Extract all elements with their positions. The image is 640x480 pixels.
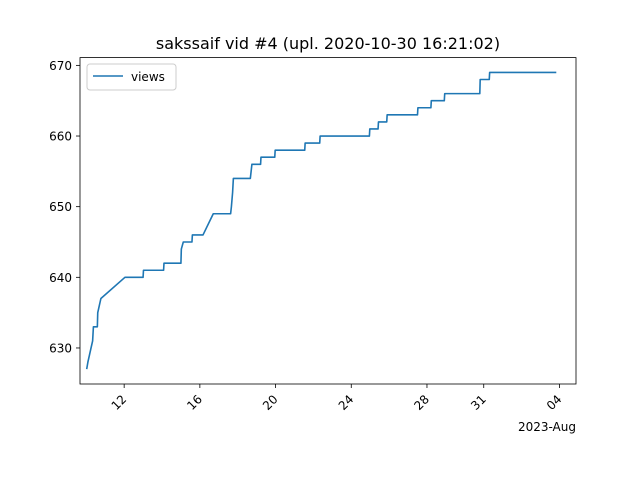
series-line-0 xyxy=(85,71,557,370)
y-tick-label: 630 xyxy=(49,341,72,355)
y-tick-label: 660 xyxy=(49,130,72,144)
chart-title: sakssaif vid #4 (upl. 2020-10-30 16:21:0… xyxy=(156,34,500,53)
legend-label: views xyxy=(131,70,165,84)
y-tick-label: 640 xyxy=(49,271,72,285)
axes-frame xyxy=(79,57,577,385)
legend: views xyxy=(86,63,177,91)
y-tick-label: 650 xyxy=(49,200,72,214)
legend-box xyxy=(86,63,177,91)
x-axis: 12 16 20 24 28 31 04 xyxy=(109,384,565,413)
y-tick-label: 670 xyxy=(49,59,72,73)
y-axis: 630 640 650 660 670 xyxy=(49,59,80,355)
x-axis-offset-label: 2023-Aug xyxy=(518,420,576,434)
plot-area xyxy=(85,71,557,370)
